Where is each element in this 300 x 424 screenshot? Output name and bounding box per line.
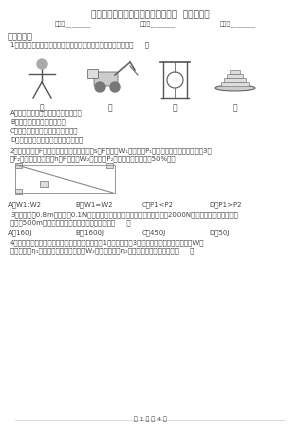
Text: D．50J: D．50J — [209, 229, 230, 236]
Circle shape — [95, 82, 105, 92]
Text: 姓名：________: 姓名：________ — [55, 22, 91, 28]
Text: B．W1=W2: B．W1=W2 — [75, 201, 112, 208]
Text: D．丁中纸片能托起液体是液体有压强: D．丁中纸片能托起液体是液体有压强 — [10, 136, 83, 142]
Text: D．P1>P2: D．P1>P2 — [209, 201, 242, 208]
Circle shape — [110, 82, 120, 92]
Text: 力F₂匀速提升相同高度h，F做功为W₂，功率为P₂，斜面的机械效率是50%，则: 力F₂匀速提升相同高度h，F做功为W₂，功率为P₂，斜面的机械效率是50%，则 — [10, 155, 177, 162]
Bar — [15, 163, 22, 168]
Text: 中飞行500m后落地，落地前气体对子弹做的功是（     ）: 中飞行500m后落地，落地前气体对子弹做的功是（ ） — [10, 219, 130, 226]
Text: A．W1:W2: A．W1:W2 — [8, 201, 42, 208]
Circle shape — [37, 59, 47, 69]
Bar — [221, 82, 249, 86]
Bar — [230, 70, 240, 74]
Text: 一、单选题: 一、单选题 — [8, 32, 33, 41]
Text: 3．弹射距离0.8m，子弹重0.1N，开枪时管内高压气体对子弹的平均推力是2000N，子弹离开枪口后，在空: 3．弹射距离0.8m，子弹重0.1N，开枪时管内高压气体对子弹的平均推力是200… — [10, 211, 238, 218]
Text: A．甲说明力可以改变物体的运动状态: A．甲说明力可以改变物体的运动状态 — [10, 109, 83, 116]
Text: 第 1 页 共 4 页: 第 1 页 共 4 页 — [134, 416, 166, 421]
Bar — [40, 181, 48, 187]
Text: B．乙说明发电机的工作原理: B．乙说明发电机的工作原理 — [10, 118, 66, 125]
FancyBboxPatch shape — [88, 70, 98, 78]
Text: 1．如图所示的实验现象不能说明的物理区域说明哪些正确的是（     ）: 1．如图所示的实验现象不能说明的物理区域说明哪些正确的是（ ） — [10, 41, 149, 47]
Text: 班级：________: 班级：________ — [140, 22, 176, 28]
Bar — [15, 189, 22, 194]
Bar — [106, 163, 113, 168]
Bar — [224, 78, 246, 82]
Text: 丁: 丁 — [233, 103, 237, 112]
FancyBboxPatch shape — [94, 72, 118, 86]
Text: A．160J: A．160J — [8, 229, 32, 236]
Text: C．丙说明动能和势能可以相互转化: C．丙说明动能和势能可以相互转化 — [10, 127, 79, 134]
Text: C．P1<P2: C．P1<P2 — [142, 201, 174, 208]
Text: 丙: 丙 — [173, 103, 177, 112]
Text: C．450J: C．450J — [142, 229, 166, 236]
Text: 乙: 乙 — [108, 103, 112, 112]
Text: 甲: 甲 — [40, 103, 44, 112]
Text: 4．如图，小明分别用甲、乙两滑轮把同一物体从1楼沿竖绳拉到3楼相同，则甲滑轮所做的功为W，: 4．如图，小明分别用甲、乙两滑轮把同一物体从1楼沿竖绳拉到3楼相同，则甲滑轮所做… — [10, 239, 205, 245]
Text: 八年级物理下册第十一章功和机械能  综合提升题: 八年级物理下册第十一章功和机械能 综合提升题 — [91, 10, 209, 19]
Text: 成绩：________: 成绩：________ — [220, 22, 256, 28]
Text: B．1600J: B．1600J — [75, 229, 104, 236]
Bar — [227, 74, 243, 78]
Text: 2．如图，手用F的力在摩擦物体上匀速拉升s，F做功为W₁，功率为P₁，若在相同时间内匀速拉升3倍: 2．如图，手用F的力在摩擦物体上匀速拉升s，F做功为W₁，功率为P₁，若在相同时… — [10, 147, 213, 153]
Ellipse shape — [215, 85, 255, 91]
Text: 机械效率为η₁，用乙滑轮所做的总功为W₂，机械效率为η₂，若不计绳重与摩擦，则（     ）: 机械效率为η₁，用乙滑轮所做的总功为W₂，机械效率为η₂，若不计绳重与摩擦，则（… — [10, 247, 194, 254]
